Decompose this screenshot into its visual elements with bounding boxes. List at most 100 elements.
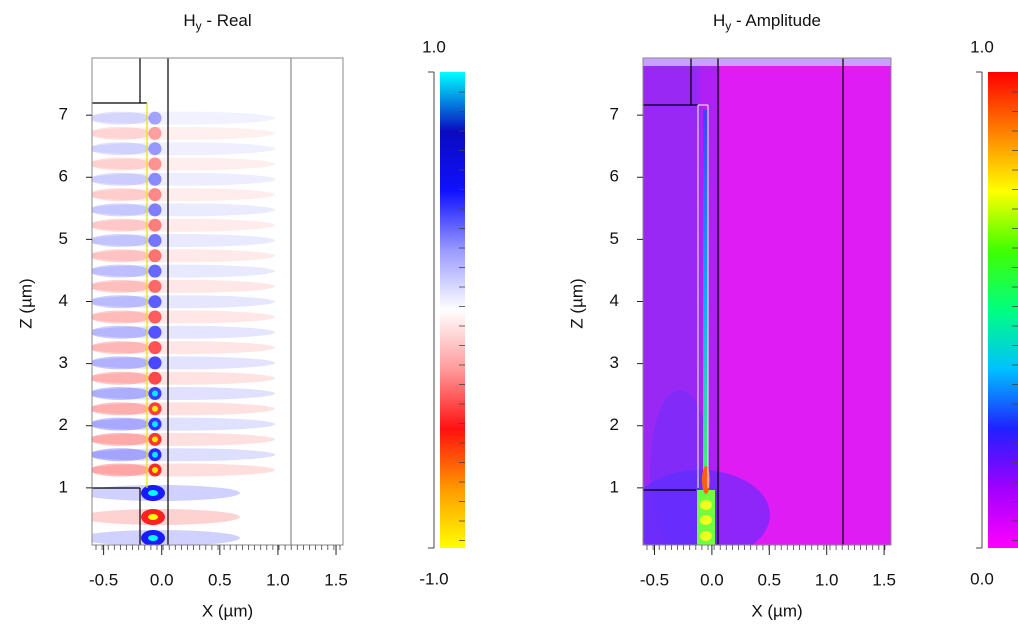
x-tick-label: 1.0	[266, 570, 290, 589]
field-lobe	[92, 448, 275, 462]
field-lobe	[92, 157, 150, 171]
field-lobe	[92, 325, 150, 339]
field-lobe	[92, 417, 150, 431]
field-lobe	[92, 111, 275, 125]
field-spot	[148, 157, 162, 171]
field-spot	[702, 466, 710, 494]
title-subscript: y	[196, 19, 202, 33]
x-tick-label: -0.5	[640, 570, 669, 589]
field-band	[643, 58, 891, 66]
field-lobe	[92, 234, 150, 247]
colorbar	[440, 72, 465, 548]
field-lobe	[92, 310, 275, 324]
y-tick-label: 4	[610, 291, 619, 310]
field-lobe	[92, 295, 150, 309]
field-lobe	[92, 387, 275, 400]
field-region	[643, 66, 701, 545]
field-lobe	[92, 249, 150, 263]
field-lobe	[92, 111, 150, 125]
x-tick-label: 1.5	[872, 570, 896, 589]
field-lobe	[92, 387, 150, 400]
field-lobe	[92, 463, 275, 477]
y-tick-label: 3	[59, 353, 68, 372]
field-lobe	[92, 203, 150, 217]
field-lobe	[92, 218, 150, 232]
field-lobe	[92, 463, 150, 477]
field-spot	[148, 310, 162, 324]
field-spot	[148, 203, 162, 217]
x-tick-label: 0.0	[150, 570, 174, 589]
field-lobe	[92, 142, 275, 156]
x-axis-label: X (µm)	[751, 601, 802, 620]
title-rest: - Real	[202, 11, 252, 30]
field-lobe	[92, 485, 240, 501]
x-axis-label: X (µm)	[202, 601, 253, 620]
x-tick-label: 0.5	[208, 570, 232, 589]
field-spot	[148, 341, 162, 355]
field-lobe	[92, 249, 275, 263]
field-core	[148, 490, 158, 496]
field-spot	[148, 371, 162, 385]
chart-title: Hy - Amplitude	[713, 11, 821, 33]
y-tick-label: 1	[59, 477, 68, 496]
colorbar-label: -1.0	[419, 569, 448, 588]
field-core	[152, 390, 158, 397]
field-lobe	[92, 234, 275, 247]
y-axis-label: Z (µm)	[567, 278, 586, 328]
title-rest: - Amplitude	[731, 11, 821, 30]
field-lobe	[92, 530, 240, 545]
y-tick-label: 4	[59, 291, 68, 310]
field-lobe	[92, 448, 150, 462]
x-tick-label: 1.0	[815, 570, 839, 589]
field-lobe	[92, 142, 150, 156]
x-tick-label: 0.5	[757, 570, 781, 589]
y-tick-label: 7	[59, 105, 68, 124]
field-lobe	[92, 172, 150, 186]
field-lobe	[92, 325, 275, 339]
title-main: H	[183, 11, 195, 30]
field-lobe	[92, 126, 150, 140]
y-tick-label: 5	[59, 229, 68, 248]
field-core	[152, 436, 158, 443]
field-spot	[148, 234, 162, 247]
y-tick-label: 5	[610, 229, 619, 248]
y-tick-label: 1	[610, 477, 619, 496]
field-core	[148, 514, 158, 520]
field-lobe	[92, 188, 150, 202]
y-tick-label: 2	[59, 415, 68, 434]
field-spot	[700, 515, 712, 525]
title-main: H	[713, 11, 725, 30]
title-subscript: y	[725, 19, 731, 33]
field-lobe	[92, 432, 150, 446]
field-core	[148, 535, 158, 541]
field-lobe	[92, 432, 275, 446]
y-tick-label: 7	[610, 105, 619, 124]
field-lobe	[92, 341, 150, 355]
x-tick-label: -0.5	[89, 570, 118, 589]
field-spot	[148, 264, 162, 278]
colorbar	[988, 72, 1018, 548]
colorbar-label: 1.0	[970, 37, 994, 56]
field-core	[152, 467, 158, 473]
field-lobe	[92, 264, 150, 278]
field-lobe	[92, 279, 150, 293]
field-lobe	[92, 279, 275, 293]
field-lobe	[92, 157, 275, 171]
field-spot	[148, 295, 162, 309]
field-background	[92, 58, 343, 545]
field-lobe	[92, 417, 275, 431]
field-core	[152, 421, 158, 428]
field-spot	[148, 111, 162, 125]
heatmap	[643, 58, 891, 545]
colorbar-label: 1.0	[422, 37, 446, 56]
y-tick-label: 6	[610, 167, 619, 186]
panel: Hy - Amplitude -0.5 0.0 0.5 1.0 1.5 1 2 3 4 5 6 7 X (…	[567, 11, 1018, 620]
x-tick-label: 1.5	[324, 570, 348, 589]
field-lobe	[92, 402, 275, 416]
field-core	[152, 451, 158, 458]
chart-title: Hy - Real	[183, 11, 251, 33]
field-lobe	[92, 310, 150, 324]
y-axis-label: Z (µm)	[16, 278, 35, 328]
field-lobe	[92, 218, 275, 232]
